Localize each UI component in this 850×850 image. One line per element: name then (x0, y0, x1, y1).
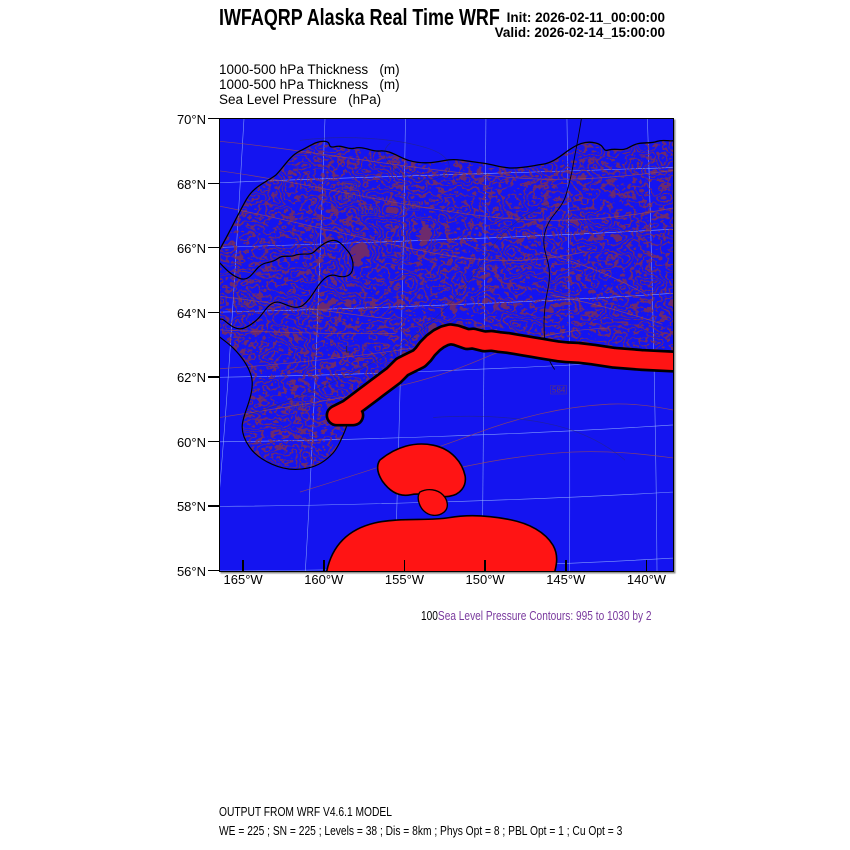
svg-text:L: L (345, 344, 351, 354)
svg-text:580: 580 (343, 192, 357, 201)
svg-text:1020: 1020 (360, 207, 378, 216)
svg-text:584: 584 (291, 401, 305, 410)
svg-text:1005: 1005 (304, 308, 322, 317)
svg-text:570: 570 (344, 182, 358, 191)
svg-text:584: 584 (552, 385, 566, 394)
svg-text:1010: 1010 (237, 297, 255, 306)
svg-text:1025: 1025 (403, 202, 421, 211)
